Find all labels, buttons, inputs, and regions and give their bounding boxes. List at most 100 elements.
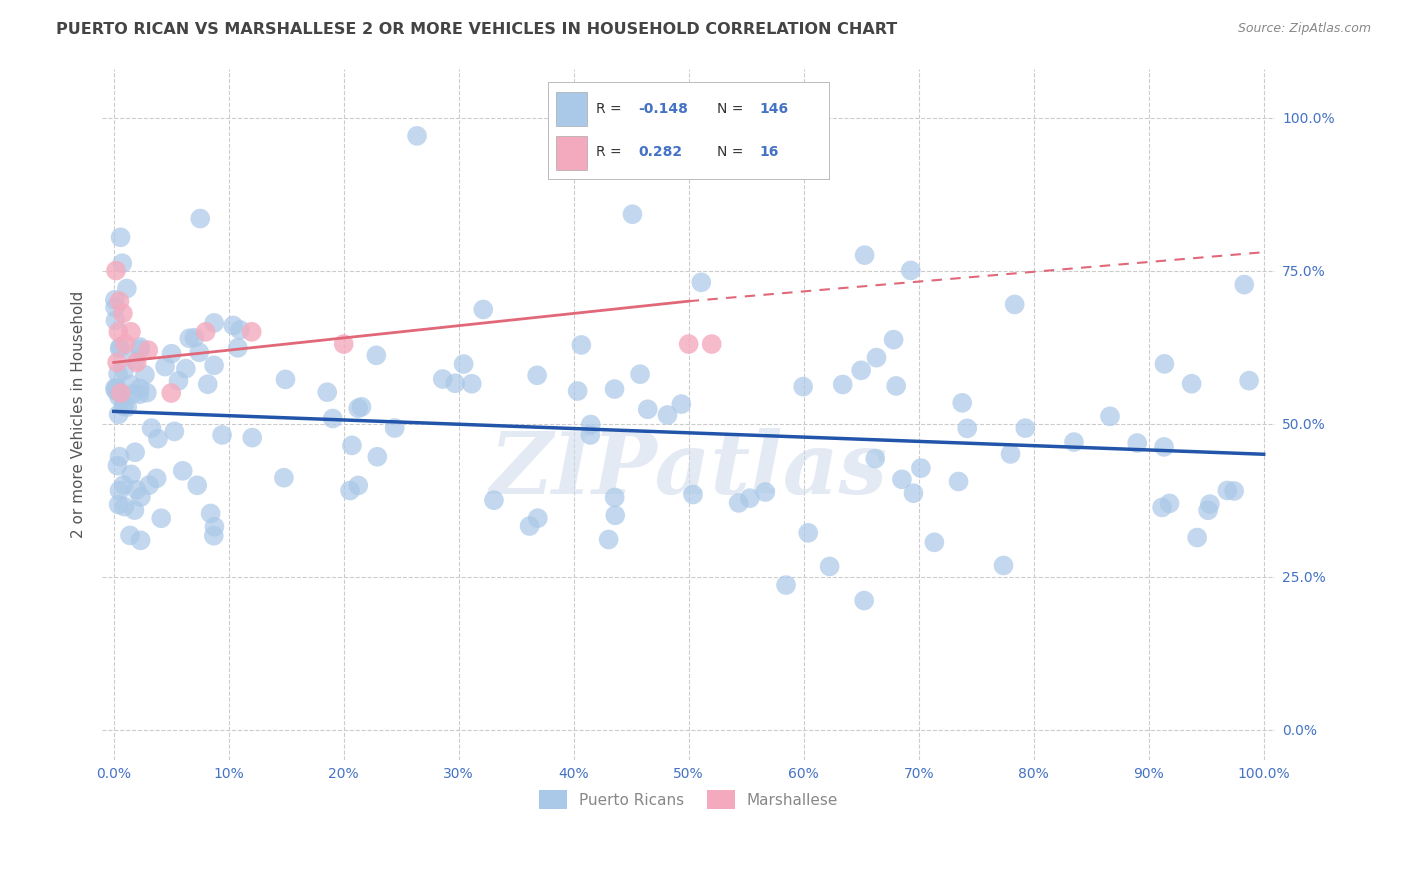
Point — [124, 503, 146, 517]
Point — [138, 478, 160, 492]
Point — [432, 372, 454, 386]
Point — [204, 519, 226, 533]
Point — [226, 341, 249, 355]
Point — [153, 359, 176, 374]
Point — [792, 379, 814, 393]
Point — [108, 342, 131, 356]
Point — [519, 519, 541, 533]
Point — [115, 400, 138, 414]
Point — [188, 211, 211, 226]
Point — [849, 363, 872, 377]
Point — [482, 493, 505, 508]
Text: ZIPatlas: ZIPatlas — [489, 428, 887, 511]
Point — [924, 535, 946, 549]
Point — [188, 345, 211, 359]
Point — [107, 367, 129, 381]
Point — [1153, 357, 1175, 371]
Point — [366, 348, 388, 362]
Point — [322, 411, 344, 425]
Point — [129, 533, 152, 548]
Point — [853, 593, 876, 607]
Point — [128, 387, 150, 401]
Point — [1159, 496, 1181, 510]
Point — [900, 263, 922, 277]
Point — [107, 498, 129, 512]
Point — [1126, 436, 1149, 450]
Point — [110, 386, 132, 401]
Point — [316, 385, 339, 400]
Point — [347, 478, 370, 492]
Point — [527, 511, 550, 525]
Point — [818, 559, 841, 574]
Point — [831, 377, 853, 392]
Point — [384, 421, 406, 435]
Point — [453, 357, 475, 371]
Point — [956, 421, 979, 435]
Point — [1153, 440, 1175, 454]
Point — [1152, 500, 1174, 515]
Point — [273, 471, 295, 485]
Point — [174, 361, 197, 376]
Point — [150, 511, 173, 525]
Point — [107, 408, 129, 422]
Point — [1181, 376, 1204, 391]
Point — [160, 347, 183, 361]
Point — [690, 275, 713, 289]
Point — [211, 428, 233, 442]
Point — [104, 301, 127, 315]
Point — [202, 316, 225, 330]
Point — [105, 355, 128, 369]
Text: Source: ZipAtlas.com: Source: ZipAtlas.com — [1237, 22, 1371, 36]
Point — [240, 325, 263, 339]
Point — [112, 363, 135, 377]
Point — [197, 377, 219, 392]
Point — [1014, 421, 1036, 435]
Point — [853, 248, 876, 262]
Point — [347, 401, 370, 416]
Point — [229, 323, 252, 337]
Point — [340, 438, 363, 452]
Point — [194, 325, 217, 339]
Point — [682, 487, 704, 501]
Point — [172, 464, 194, 478]
Point — [105, 381, 128, 395]
Point — [797, 525, 820, 540]
Point — [129, 490, 152, 504]
Point — [111, 306, 134, 320]
Point — [104, 293, 127, 307]
Point — [1199, 497, 1222, 511]
Point — [637, 402, 659, 417]
Point — [112, 478, 135, 492]
Point — [526, 368, 548, 383]
Point — [1237, 374, 1260, 388]
Point — [569, 338, 592, 352]
Point — [1000, 447, 1022, 461]
Point — [950, 396, 973, 410]
Point — [1063, 435, 1085, 450]
Point — [598, 533, 620, 547]
Point — [167, 374, 190, 388]
Point — [115, 281, 138, 295]
Point — [579, 428, 602, 442]
Point — [700, 337, 723, 351]
Point — [993, 558, 1015, 573]
Point — [163, 425, 186, 439]
Point — [108, 294, 131, 309]
Point — [107, 458, 129, 473]
Point — [108, 450, 131, 464]
Point — [603, 382, 626, 396]
Point — [350, 400, 373, 414]
Point — [160, 386, 183, 401]
Point — [108, 390, 131, 404]
Point — [122, 386, 145, 401]
Point — [865, 351, 887, 365]
Point — [1223, 483, 1246, 498]
Point — [114, 337, 136, 351]
Point — [104, 384, 127, 398]
Point — [1216, 483, 1239, 498]
Point — [727, 496, 749, 510]
Point — [125, 483, 148, 497]
Point — [628, 367, 651, 381]
Point — [910, 461, 932, 475]
Point — [183, 331, 205, 345]
